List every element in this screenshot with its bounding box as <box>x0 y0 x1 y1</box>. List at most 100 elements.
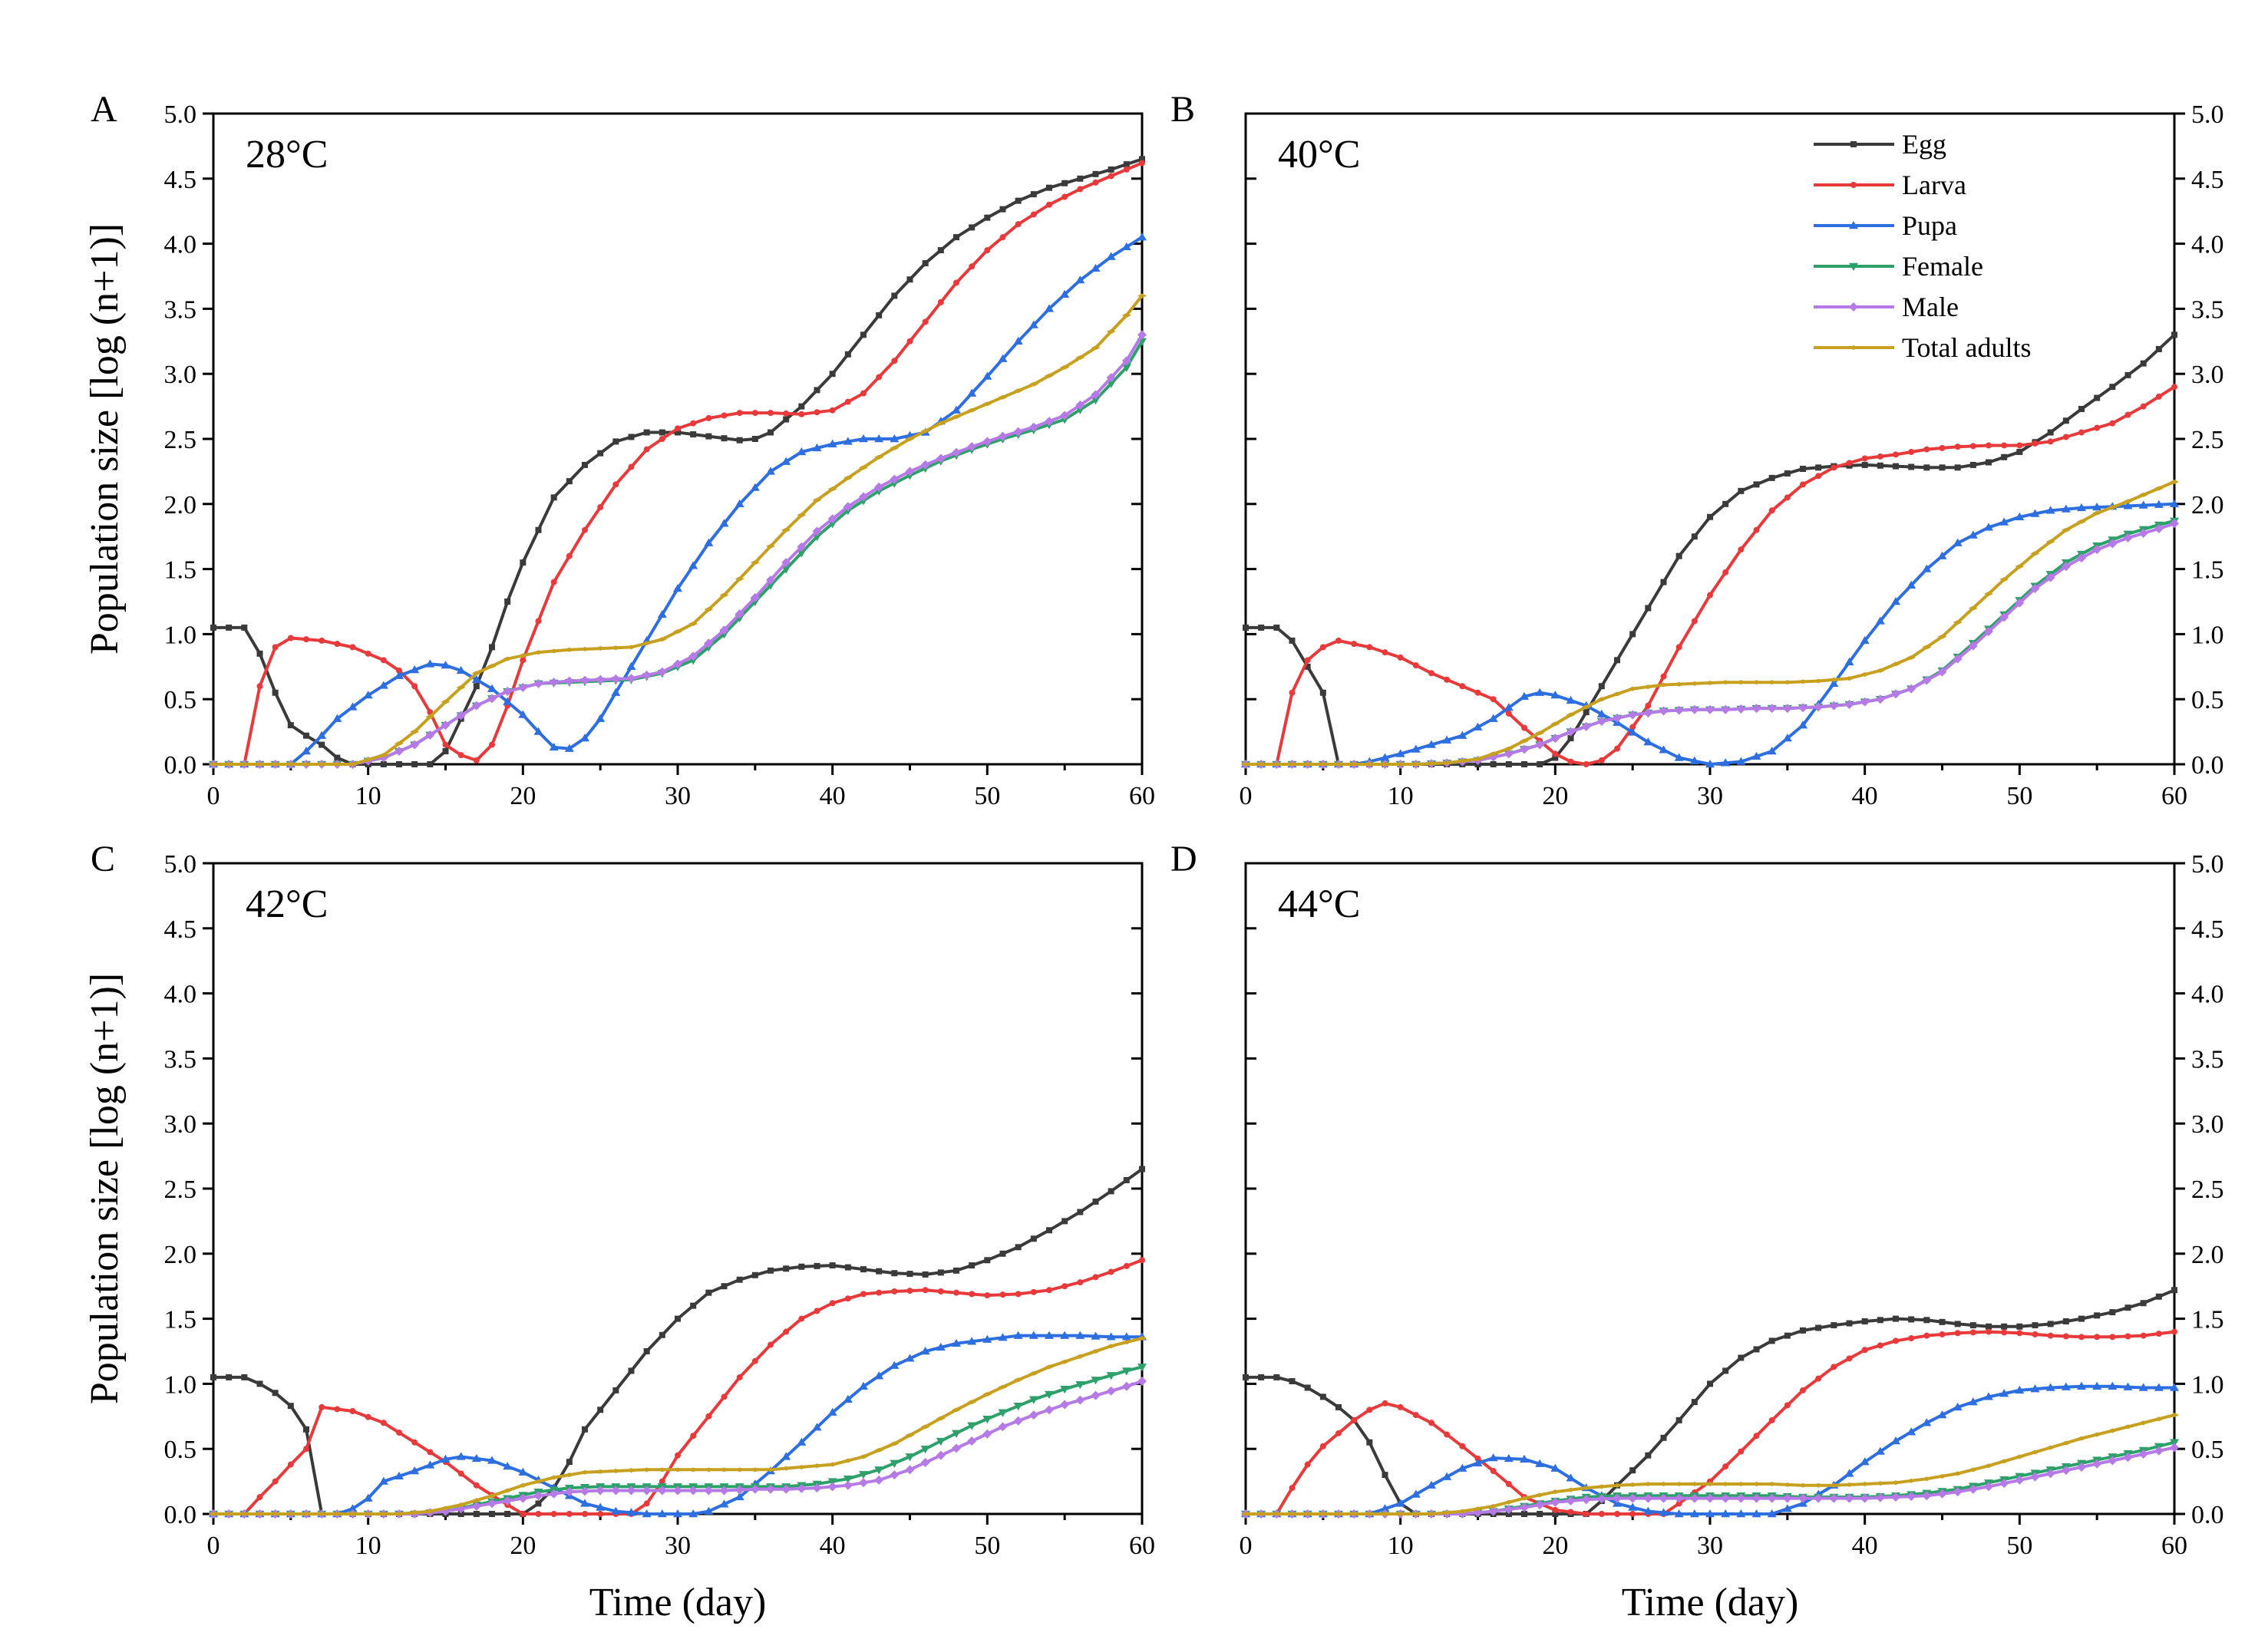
data-point-male <box>1968 641 1978 651</box>
y-tick-label: 1.0 <box>2191 621 2224 649</box>
data-point-egg <box>969 224 976 231</box>
data-point-female <box>998 1409 1008 1417</box>
data-point-total-adults <box>395 1512 404 1516</box>
panel-c: 0 10 20 30 40 50 60 0.0 0.5 1.0 1.5 2.0 2.5 3.0 3.5 4.0… <box>83 839 1155 1624</box>
data-point-egg <box>1800 466 1806 473</box>
data-point-total-adults <box>719 592 729 598</box>
data-point-pupa <box>982 371 992 380</box>
data-point-egg <box>1521 761 1527 767</box>
data-point-larva <box>984 1292 991 1299</box>
x-axis-label: Time (day) <box>1622 1581 1799 1624</box>
data-point-total-adults <box>580 646 589 651</box>
data-point-pupa <box>2061 504 2071 513</box>
data-point-pupa <box>735 1492 744 1501</box>
data-point-total-adults <box>611 1469 621 1474</box>
data-point-male <box>1596 1494 1606 1504</box>
data-point-male <box>766 576 775 585</box>
data-point-total-adults <box>2045 539 2055 544</box>
data-point-male <box>1674 1493 1684 1503</box>
data-point-total-adults <box>1411 1512 1421 1516</box>
data-point-total-adults <box>1411 762 1421 767</box>
data-point-total-adults <box>363 1512 373 1516</box>
data-point-larva <box>303 636 309 643</box>
data-point-egg <box>1552 1511 1559 1517</box>
data-point-egg <box>906 276 913 283</box>
data-point-male <box>874 1475 884 1485</box>
data-point-pupa <box>2030 509 2040 517</box>
data-point-female <box>936 1437 946 1446</box>
data-point-larva <box>1908 1335 1915 1342</box>
data-point-larva <box>1707 592 1713 599</box>
data-point-male <box>1798 1493 1807 1503</box>
data-point-male <box>1045 417 1054 427</box>
y-tick-label: 2.5 <box>2191 426 2224 454</box>
data-point-larva <box>860 390 867 397</box>
data-point-egg <box>319 741 325 748</box>
data-point-larva <box>1629 1511 1636 1517</box>
data-point-total-adults <box>317 1512 327 1516</box>
data-point-male <box>395 747 404 757</box>
data-point-total-adults <box>1302 762 1312 767</box>
data-point-pupa <box>1999 1389 2009 1397</box>
data-point-male <box>1075 1395 1085 1405</box>
data-point-larva <box>1784 1402 1791 1409</box>
data-point-larva <box>535 618 542 625</box>
data-point-total-adults <box>2030 1449 2040 1455</box>
data-point-male <box>812 526 822 536</box>
data-point-larva <box>1800 1387 1806 1393</box>
temperature-label: 40°C <box>1278 133 1360 176</box>
data-point-egg <box>1893 1315 1899 1322</box>
data-point-total-adults <box>982 1391 992 1397</box>
y-tick-label: 3.5 <box>164 295 197 324</box>
data-point-egg <box>1768 1337 1775 1344</box>
data-point-egg <box>860 331 867 338</box>
y-tick-label: 4.0 <box>2191 981 2224 1009</box>
data-point-pupa <box>920 1347 930 1355</box>
data-point-pupa <box>1643 1506 1653 1515</box>
data-point-larva <box>906 338 913 345</box>
data-point-egg <box>2155 345 2162 352</box>
data-point-male <box>827 1482 837 1492</box>
data-point-pupa <box>1473 1458 1483 1467</box>
legend-label-egg: Egg <box>1902 129 1946 160</box>
data-point-total-adults <box>302 1512 311 1516</box>
data-point-larva <box>427 1449 434 1456</box>
data-point-pupa <box>2045 1383 2055 1391</box>
x-tick-label: 0 <box>1240 782 1253 810</box>
data-point-pupa <box>503 697 513 705</box>
data-point-male <box>1922 675 1932 685</box>
data-point-male <box>2108 539 2118 549</box>
data-point-larva <box>1877 453 1883 460</box>
data-point-pupa <box>626 1508 636 1516</box>
data-point-male <box>750 592 760 602</box>
data-point-total-adults <box>1674 1481 1684 1486</box>
data-point-larva <box>1428 1420 1434 1426</box>
data-point-total-adults <box>1984 1463 1993 1469</box>
data-point-pupa <box>1106 1332 1116 1341</box>
data-point-total-adults <box>549 648 559 654</box>
data-point-egg <box>736 1276 743 1283</box>
data-point-total-adults <box>270 762 280 767</box>
data-point-larva <box>457 752 464 759</box>
data-point-pupa <box>673 1509 682 1518</box>
data-point-egg <box>675 429 681 436</box>
data-point-larva <box>1397 654 1404 661</box>
data-point-male <box>1844 699 1854 709</box>
legend-marker-pupa <box>1849 221 1858 229</box>
data-point-egg <box>1537 1511 1543 1517</box>
data-point-egg <box>1077 175 1084 182</box>
data-point-larva <box>1459 1443 1466 1449</box>
data-point-egg <box>287 722 294 729</box>
data-point-larva <box>1108 173 1114 180</box>
data-point-total-adults <box>2061 1440 2071 1446</box>
data-point-larva <box>1722 569 1729 576</box>
data-point-male <box>1550 734 1560 744</box>
data-point-male <box>982 1429 992 1439</box>
data-point-pupa <box>688 1509 698 1518</box>
data-point-egg <box>1660 579 1667 585</box>
data-point-male <box>1705 1493 1715 1503</box>
data-point-total-adults <box>1736 1481 1746 1486</box>
data-point-pupa <box>1937 1410 1947 1419</box>
data-point-egg <box>922 1271 929 1278</box>
x-tick-label: 20 <box>1542 1532 1568 1560</box>
